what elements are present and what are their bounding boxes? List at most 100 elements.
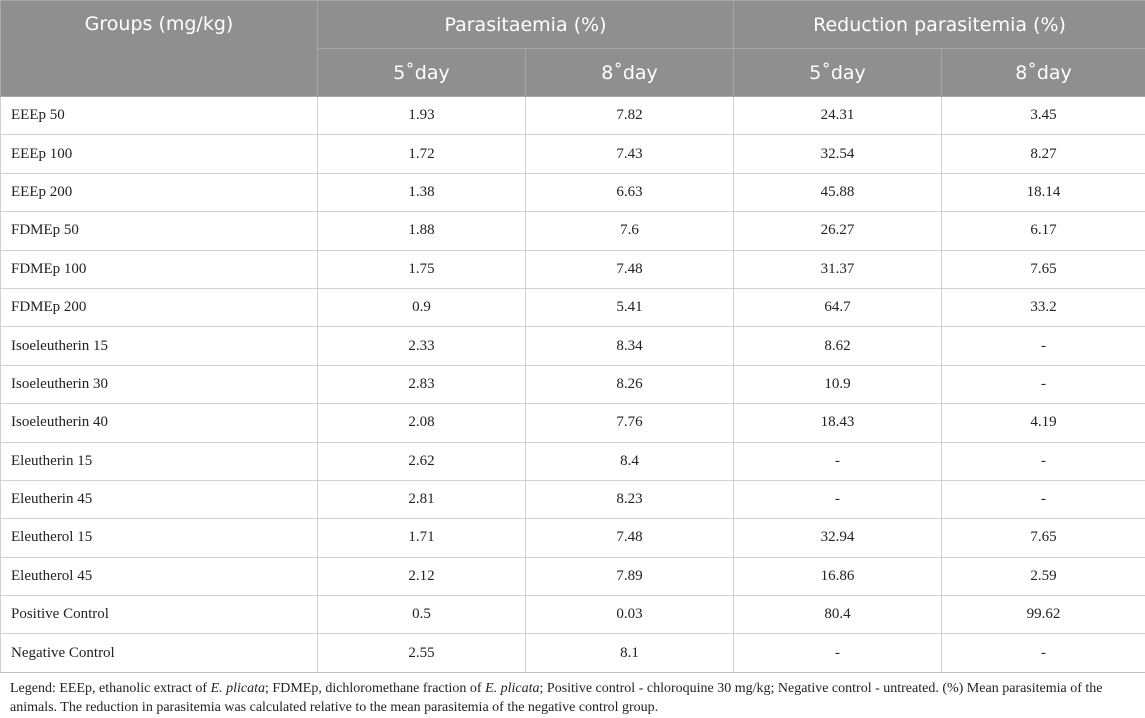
group-cell: Eleutherin 15 (0, 441, 318, 481)
header-row-1: Groups (mg/kg) Parasitaemia (%) Reductio… (0, 0, 1145, 97)
parasitaemia-day8-cell: 7.76 (524, 403, 735, 443)
parasitaemia-day5-cell: 2.08 (317, 403, 526, 443)
group-cell: Eleutherin 45 (0, 479, 318, 520)
reduction-day5-cell: 10.9 (733, 364, 943, 405)
group-cell: Eleutherol 45 (0, 556, 318, 597)
table-row: FDMEp 100 1.75 7.48 31.37 7.65 (0, 249, 1145, 289)
header-row-2: 5˚day 8˚day 5˚day 8˚day (1, 48, 1145, 97)
table-row: EEEp 50 1.93 7.82 24.31 3.45 (0, 95, 1145, 136)
reduction-day5-cell: - (733, 479, 943, 520)
parasitaemia-day5-cell: 2.62 (317, 441, 526, 481)
table-legend: Legend: EEEp, ethanolic extract of E. pl… (10, 679, 1135, 717)
reduction-day8-cell: - (941, 326, 1145, 366)
results-table: Groups (mg/kg) Parasitaemia (%) Reductio… (0, 0, 1145, 673)
parasitaemia-day8-cell: 8.34 (524, 326, 735, 366)
parasitaemia-day8-cell: 7.48 (524, 518, 735, 558)
table-row: EEEp 100 1.72 7.43 32.54 8.27 (0, 134, 1145, 174)
table-row: Isoeleutherin 15 2.33 8.34 8.62- (0, 326, 1145, 366)
reduction-day8-cell: 2.59 (941, 556, 1145, 597)
parasitaemia-day5-cell: 2.12 (317, 556, 526, 597)
legend-text-1: Legend: EEEp, ethanolic extract of (10, 681, 211, 696)
group-cell: Eleutherol 15 (0, 518, 318, 558)
table-row: Eleutherin 15 2.62 8.4- - (0, 441, 1145, 481)
reduction-day5-cell: 64.7 (733, 287, 943, 328)
reduction-day5-cell: 16.86 (733, 556, 943, 597)
group-cell: EEEp 50 (0, 95, 318, 136)
table-row: Eleutherol 45 2.12 7.89 16.86 2.59 (0, 556, 1145, 597)
legend-species-2: E. plicata (485, 681, 540, 696)
legend-text-2: ; FDMEp, dichloromethane fraction of (265, 681, 486, 696)
parasitaemia-day5-cell: 2.83 (317, 364, 526, 405)
table-row: Eleutherol 15 1.71 7.48 32.94 7.65 (0, 518, 1145, 558)
group-cell: FDMEp 100 (0, 249, 318, 289)
parasitaemia-day5-cell: 1.93 (317, 95, 526, 136)
reduction-day5-cell: 80.4 (733, 595, 943, 635)
header-groups: Groups (mg/kg) (0, 0, 318, 97)
group-cell: FDMEp 200 (0, 287, 318, 328)
parasitaemia-day8-cell: 8.4 (524, 441, 735, 481)
reduction-day8-cell: 99.62 (941, 595, 1145, 635)
header-parasitaemia-day8: 8˚day (524, 48, 735, 97)
reduction-day5-cell: 31.37 (733, 249, 943, 289)
reduction-day8-cell: 7.65 (941, 249, 1145, 289)
reduction-day8-cell: 6.17 (941, 211, 1145, 251)
parasitaemia-day5-cell: 2.33 (317, 326, 526, 366)
group-cell: Isoeleutherin 40 (0, 403, 318, 443)
reduction-day5-cell: 32.94 (733, 518, 943, 558)
parasitaemia-day8-cell: 8.1 (524, 633, 735, 673)
reduction-day8-cell: 7.65 (941, 518, 1145, 558)
parasitaemia-day5-cell: 0.9 (317, 287, 526, 328)
table-row: Isoeleutherin 40 2.08 7.76 18.43 4.19 (0, 403, 1145, 443)
table-row: FDMEp 200 0.9 5.41 64.7 33.2 (0, 287, 1145, 328)
header-reduction: Reduction parasitemia (%) (733, 0, 1145, 49)
header-parasitaemia: Parasitaemia (%) (316, 0, 735, 49)
parasitaemia-day5-cell: 2.81 (317, 479, 526, 520)
parasitaemia-day5-cell: 1.38 (317, 172, 526, 213)
reduction-day8-cell: 3.45 (941, 95, 1145, 136)
group-cell: EEEp 100 (0, 134, 318, 174)
group-cell: Positive Control (0, 595, 318, 635)
reduction-day5-cell: 32.54 (733, 134, 943, 174)
reduction-day8-cell: 18.14 (941, 172, 1145, 213)
parasitaemia-day8-cell: 7.89 (524, 556, 735, 597)
reduction-day8-cell: - (941, 633, 1145, 673)
parasitaemia-day8-cell: 7.6 (524, 211, 735, 251)
table-body: EEEp 50 1.93 7.82 24.31 3.45 EEEp 100 1.72 7.43… (0, 95, 1145, 673)
reduction-day5-cell: 8.62 (733, 326, 943, 366)
group-cell: Isoeleutherin 30 (0, 364, 318, 405)
reduction-day8-cell: - (941, 441, 1145, 481)
header-parasitaemia-day5: 5˚day (317, 48, 526, 97)
group-cell: EEEp 200 (0, 172, 318, 213)
legend-species-1: E. plicata (210, 681, 266, 696)
parasitaemia-day8-cell: 8.26 (524, 364, 735, 405)
table-row: EEEp 200 1.38 6.63 45.88 18.14 (0, 172, 1145, 213)
table-header: Groups (mg/kg) Parasitaemia (%) Reductio… (0, 0, 1145, 97)
header-reduction-day8: 8˚day (941, 48, 1145, 97)
legend-text-3: ; Positive control - chloroquine 30 mg/k… (10, 681, 1103, 715)
parasitaemia-day5-cell: 0.5 (317, 595, 526, 635)
group-cell: FDMEp 50 (0, 211, 318, 251)
reduction-day5-cell: - (733, 441, 943, 481)
parasitaemia-day5-cell: 1.75 (317, 249, 526, 289)
parasitaemia-day8-cell: 6.63 (524, 172, 735, 213)
table-row: Positive Control 0.5 0.03 80.4 99.62 (0, 595, 1145, 635)
parasitaemia-day5-cell: 1.88 (317, 211, 526, 251)
parasitaemia-day8-cell: 7.48 (524, 249, 735, 289)
reduction-day5-cell: 45.88 (733, 172, 943, 213)
reduction-day5-cell: 26.27 (733, 211, 943, 251)
reduction-day8-cell: 4.19 (941, 403, 1145, 443)
table-row: FDMEp 50 1.88 7.6 26.27 6.17 (0, 211, 1145, 251)
parasitaemia-day5-cell: 1.72 (317, 134, 526, 174)
reduction-day5-cell: 24.31 (733, 95, 943, 136)
header-reduction-day5: 5˚day (733, 48, 943, 97)
reduction-day5-cell: - (733, 633, 943, 673)
parasitaemia-day8-cell: 8.23 (524, 479, 735, 520)
parasitaemia-day8-cell: 5.41 (524, 287, 735, 328)
parasitaemia-day5-cell: 1.71 (317, 518, 526, 558)
reduction-day8-cell: - (941, 364, 1145, 405)
parasitaemia-day8-cell: 0.03 (524, 595, 735, 635)
table-row: Isoeleutherin 30 2.83 8.26 10.9- (0, 364, 1145, 405)
table-row: Negative Control 2.55 8.1- - (0, 633, 1145, 673)
reduction-day8-cell: - (941, 479, 1145, 520)
parasitaemia-day8-cell: 7.43 (524, 134, 735, 174)
